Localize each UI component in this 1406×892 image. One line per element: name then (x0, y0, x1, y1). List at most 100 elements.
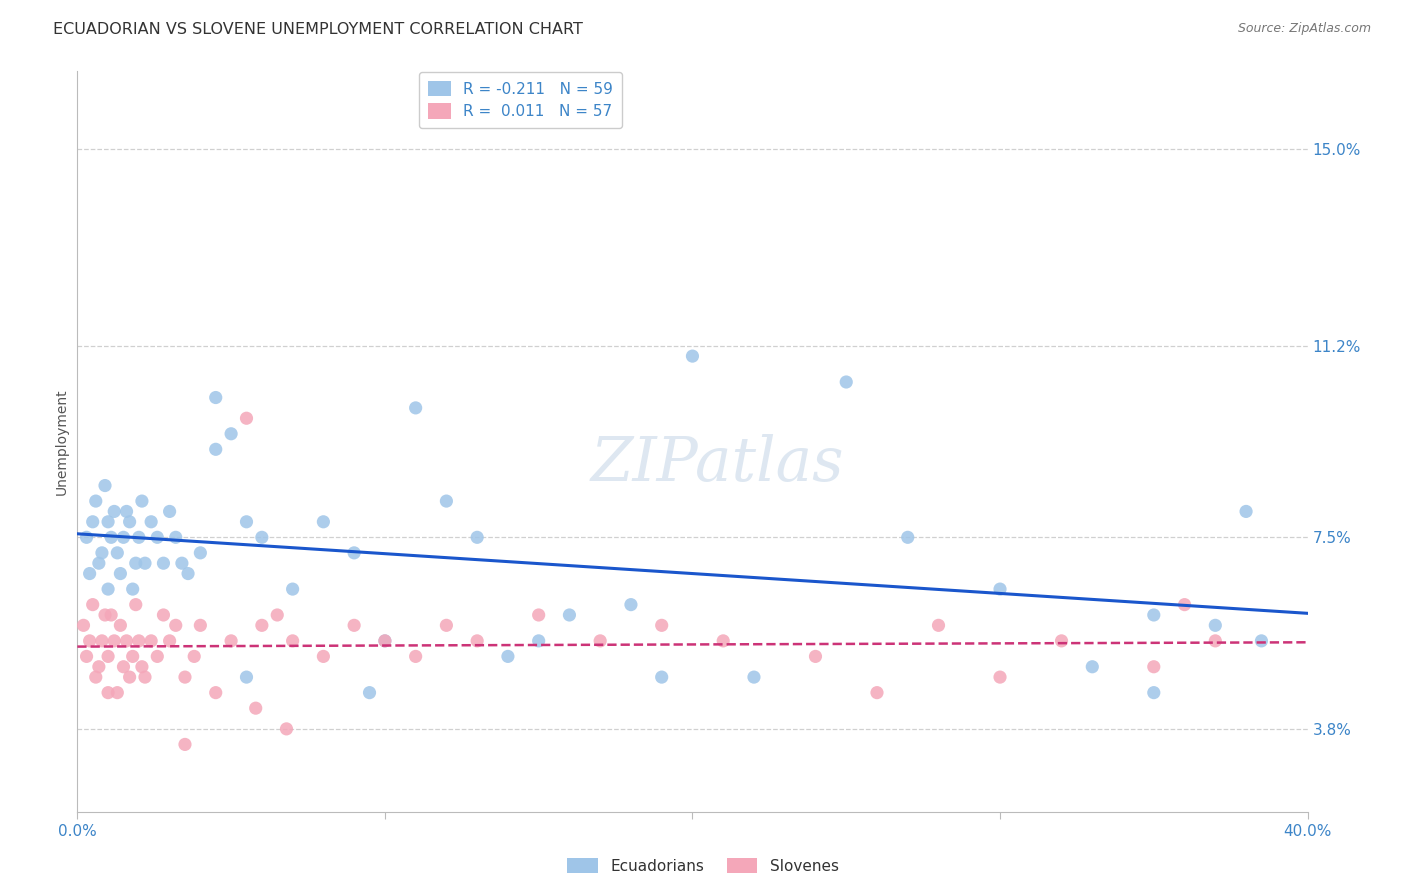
Point (141, 515, 163, 529)
Point (100, 530, 122, 544)
Point (84, 494, 107, 508)
Point (177, 566, 200, 581)
Point (115, 504, 138, 518)
Point (125, 598, 148, 612)
Point (110, 566, 132, 581)
Point (90, 546, 114, 560)
Point (374, 633, 396, 648)
Point (183, 649, 205, 664)
Point (174, 738, 197, 752)
Point (112, 659, 135, 673)
Point (436, 618, 458, 632)
Point (204, 686, 226, 700)
Point (76, 649, 98, 664)
Point (118, 515, 141, 529)
Point (134, 670, 156, 684)
Point (245, 701, 267, 715)
Point (835, 375, 858, 389)
Point (115, 633, 138, 648)
Point (988, 582, 1011, 596)
Point (1143, 607, 1166, 622)
Point (159, 504, 181, 518)
Point (1174, 598, 1197, 612)
Point (97, 649, 120, 664)
Text: ZIPatlas: ZIPatlas (591, 434, 844, 494)
Point (100, 607, 122, 622)
Point (82, 515, 104, 529)
Point (651, 670, 673, 684)
Point (76, 530, 98, 544)
Point (131, 494, 153, 508)
Point (742, 670, 765, 684)
Point (589, 633, 612, 648)
Point (711, 633, 734, 648)
Point (131, 659, 153, 673)
Point (82, 598, 104, 612)
Point (152, 607, 174, 622)
Point (134, 556, 156, 570)
Point (436, 494, 458, 508)
Point (281, 633, 304, 648)
Point (250, 618, 273, 632)
Point (312, 515, 335, 529)
Point (165, 530, 187, 544)
Point (170, 556, 193, 570)
Point (651, 618, 673, 632)
Point (405, 401, 427, 415)
Point (103, 633, 125, 648)
Point (72, 618, 94, 632)
Point (90, 633, 114, 648)
Point (94, 607, 117, 622)
Point (152, 556, 174, 570)
Point (1204, 618, 1226, 632)
Point (87, 556, 110, 570)
Point (146, 649, 169, 664)
Point (128, 530, 150, 544)
Point (1143, 686, 1166, 700)
Point (804, 649, 827, 664)
Point (128, 633, 150, 648)
Point (97, 686, 120, 700)
Point (219, 633, 242, 648)
Point (343, 618, 366, 632)
Point (1204, 633, 1226, 648)
Point (1050, 633, 1073, 648)
Legend: R = -0.211   N = 59, R =  0.011   N = 57: R = -0.211 N = 59, R = 0.011 N = 57 (419, 71, 621, 128)
Point (235, 670, 257, 684)
Point (897, 530, 920, 544)
Point (79, 633, 101, 648)
Point (87, 659, 110, 673)
Point (159, 633, 181, 648)
Point (620, 598, 643, 612)
Point (125, 556, 148, 570)
Point (94, 478, 117, 492)
Point (118, 670, 141, 684)
Point (250, 530, 273, 544)
Legend: Ecuadorians, Slovenes: Ecuadorians, Slovenes (561, 852, 845, 880)
Point (97, 582, 120, 596)
Point (105, 686, 128, 700)
Point (281, 582, 304, 596)
Point (204, 442, 226, 457)
Point (405, 649, 427, 664)
Point (312, 649, 335, 664)
Point (79, 566, 101, 581)
Point (988, 670, 1011, 684)
Point (235, 515, 257, 529)
Point (1143, 659, 1166, 673)
Point (527, 607, 550, 622)
Text: Source: ZipAtlas.com: Source: ZipAtlas.com (1237, 22, 1371, 36)
Point (343, 546, 366, 560)
Point (866, 686, 889, 700)
Point (112, 530, 135, 544)
Point (174, 670, 197, 684)
Point (165, 618, 187, 632)
Point (141, 633, 163, 648)
Text: ECUADORIAN VS SLOVENE UNEMPLOYMENT CORRELATION CHART: ECUADORIAN VS SLOVENE UNEMPLOYMENT CORRE… (53, 22, 583, 37)
Point (928, 618, 950, 632)
Point (465, 530, 488, 544)
Point (558, 607, 581, 622)
Point (121, 649, 143, 664)
Point (105, 546, 128, 560)
Point (496, 649, 519, 664)
